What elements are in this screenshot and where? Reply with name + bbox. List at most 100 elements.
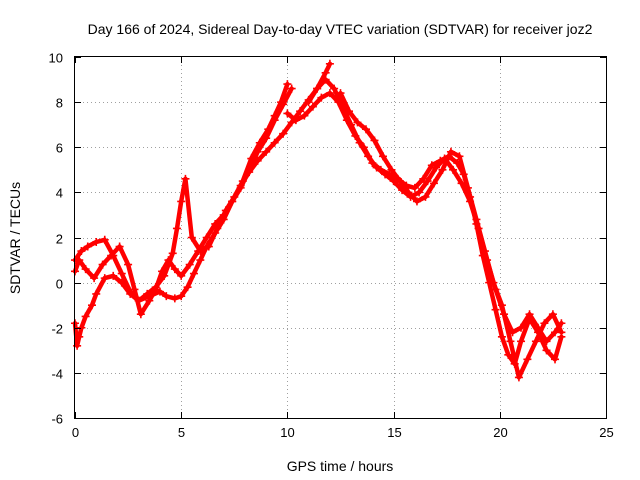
data-point	[517, 323, 526, 332]
x-tick-label: 15	[387, 425, 401, 440]
data-point	[287, 84, 296, 93]
y-tick-label: 0	[56, 277, 63, 292]
y-tick-label: 6	[56, 141, 63, 156]
data-point	[531, 337, 540, 346]
data-point	[283, 109, 292, 118]
data-point	[287, 118, 296, 127]
data-point	[124, 260, 133, 269]
data-point	[415, 188, 424, 197]
data-point	[262, 147, 271, 156]
data-point	[181, 174, 190, 183]
data-point	[196, 256, 205, 265]
y-tick-label: -6	[51, 412, 63, 427]
data-point	[410, 183, 419, 192]
data-point	[446, 147, 455, 156]
data-point	[542, 346, 551, 355]
data-point	[213, 224, 222, 233]
x-tick-label: 20	[493, 425, 507, 440]
data-point	[115, 242, 124, 251]
series-layer	[71, 59, 566, 382]
data-point	[187, 233, 196, 242]
data-point	[336, 89, 345, 98]
data-point	[321, 68, 330, 77]
data-point	[134, 296, 143, 305]
data-point	[136, 310, 145, 319]
data-point	[472, 215, 481, 224]
data-point	[296, 107, 305, 116]
y-tick-label: 2	[56, 232, 63, 247]
y-axis-label: SDTVAR / TECUs	[7, 182, 23, 294]
y-tick-label: 8	[56, 96, 63, 111]
data-point	[423, 177, 432, 186]
data-point	[432, 163, 441, 172]
x-tick-label: 0	[72, 425, 79, 440]
data-point	[321, 75, 330, 84]
data-point	[308, 102, 317, 111]
y-tick-label: 4	[56, 186, 63, 201]
data-point	[370, 136, 379, 145]
data-point	[540, 319, 549, 328]
data-point	[270, 138, 279, 147]
data-point	[548, 310, 557, 319]
data-point	[255, 138, 264, 147]
data-point	[185, 260, 194, 269]
data-point	[98, 260, 107, 269]
data-point	[283, 80, 292, 89]
series-5	[304, 75, 566, 346]
data-point	[387, 165, 396, 174]
x-tick-label: 25	[599, 425, 613, 440]
data-point	[109, 251, 118, 260]
axis-ticks	[75, 57, 607, 419]
data-point	[491, 305, 500, 314]
series-line	[306, 77, 564, 344]
data-point	[160, 271, 169, 280]
data-point	[457, 179, 466, 188]
data-point	[325, 89, 334, 98]
data-point	[238, 177, 247, 186]
data-point	[221, 206, 230, 215]
data-point	[497, 301, 506, 310]
data-point	[83, 242, 92, 251]
data-point	[395, 177, 404, 186]
series-3	[71, 80, 292, 305]
data-point	[361, 125, 370, 134]
data-point	[497, 332, 506, 341]
data-point	[372, 163, 381, 172]
data-point	[381, 170, 390, 179]
data-point	[92, 289, 101, 298]
data-point	[230, 192, 239, 201]
data-point	[177, 271, 186, 280]
data-point	[75, 332, 84, 341]
data-point	[81, 265, 90, 274]
data-point	[523, 355, 532, 364]
series-line	[72, 61, 333, 349]
data-point	[189, 269, 198, 278]
data-point	[170, 265, 179, 274]
data-point	[155, 287, 164, 296]
data-point	[480, 247, 489, 256]
y-tick-labels: -6 -4 -2 0 2 4 6 8 10	[49, 51, 63, 427]
data-point	[143, 289, 152, 298]
data-point	[100, 274, 109, 283]
data-point	[177, 197, 186, 206]
data-point	[300, 111, 309, 120]
data-point	[421, 192, 430, 201]
y-tick-label: -4	[51, 367, 63, 382]
data-point	[277, 98, 286, 107]
y-tick-label: 10	[49, 51, 63, 66]
data-point	[330, 84, 339, 93]
data-point	[551, 355, 560, 364]
data-point	[344, 107, 353, 116]
data-point	[183, 283, 192, 292]
data-point	[542, 337, 551, 346]
data-point	[514, 373, 523, 382]
data-point	[438, 165, 447, 174]
data-point	[506, 337, 515, 346]
data-point	[449, 165, 458, 174]
data-point	[77, 247, 86, 256]
data-point	[463, 183, 472, 192]
data-point	[204, 242, 213, 251]
data-point	[109, 271, 118, 280]
data-point	[264, 125, 273, 134]
